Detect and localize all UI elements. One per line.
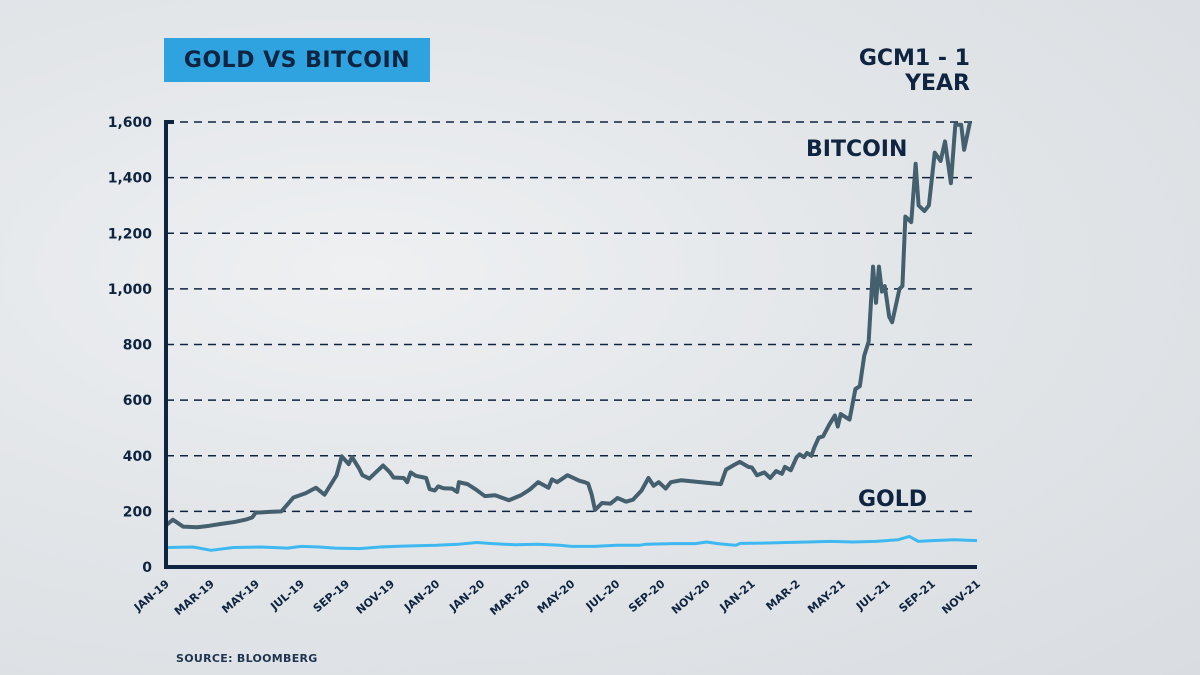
x-tick-label: NOV-20 <box>669 577 713 617</box>
x-tick-label: NOV-19 <box>354 577 397 616</box>
x-tick-label: JAN-19 <box>131 577 172 614</box>
x-tick-label: JAN-20 <box>401 577 442 615</box>
x-tick-label: JAN-20 <box>446 577 487 615</box>
gold-line <box>165 534 978 552</box>
source-note: SOURCE: BLOOMBERG <box>176 652 318 665</box>
x-tick-label: MAR-2 <box>764 577 803 613</box>
x-tick-label: MAY-19 <box>219 577 262 616</box>
y-tick-label: 800 <box>123 338 152 354</box>
axes <box>164 120 977 569</box>
y-tick-label: 1,400 <box>108 171 153 187</box>
x-tick-label: MAR-19 <box>172 577 217 618</box>
y-tick-label: 400 <box>123 449 152 465</box>
chart-subtitle: GCM1 - 1 YEAR <box>858 46 970 96</box>
y-tick-label: 0 <box>142 560 152 576</box>
series-lines <box>164 121 978 552</box>
y-tick-label: 1,600 <box>108 115 153 131</box>
x-tick-label: JUL-19 <box>267 577 307 613</box>
x-tick-label: JAN-21 <box>717 577 758 614</box>
chart-title: GOLD VS BITCOIN <box>164 38 430 82</box>
y-axis-ticks: 0 200 400 600 800 1,000 1,200 1,400 1,600 <box>108 115 153 576</box>
x-tick-label: NOV-21 <box>939 577 982 616</box>
x-axis-ticks: JAN-19 MAR-19 MAY-19 JUL-19 SEP-19 NOV-19 JAN-… <box>131 577 983 618</box>
x-tick-label: JUL-20 <box>583 577 623 613</box>
x-tick-label: SEP-20 <box>626 577 668 615</box>
axis-frame <box>164 120 977 569</box>
x-tick-label: MAY-21 <box>805 577 848 616</box>
x-tick-label: SEP-21 <box>896 577 937 615</box>
x-tick-label: JUL-21 <box>853 577 893 613</box>
x-tick-label: SEP-19 <box>311 577 352 615</box>
bitcoin-line <box>164 121 972 530</box>
y-tick-label: 1,000 <box>108 282 153 298</box>
gridlines <box>166 121 977 513</box>
y-tick-label: 200 <box>123 504 152 520</box>
y-tick-label: 600 <box>123 393 152 409</box>
gold-series-label: GOLD <box>858 487 927 512</box>
x-tick-label: MAY-20 <box>535 577 578 616</box>
y-tick-label: 1,200 <box>108 226 153 242</box>
bitcoin-series-label: BITCOIN <box>806 137 907 162</box>
x-tick-label: MAR-20 <box>487 577 532 618</box>
